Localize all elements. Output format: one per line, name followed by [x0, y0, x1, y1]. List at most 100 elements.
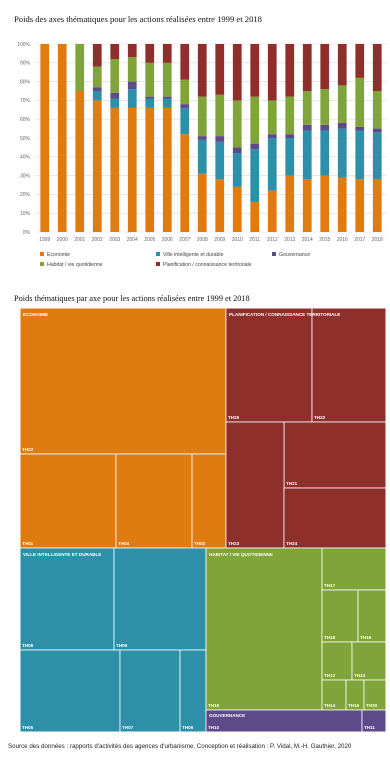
- legend-label: Ville intelligente et durable: [163, 252, 224, 258]
- treemap-cell-label: TH05: [22, 725, 34, 730]
- bar-segment: [267, 138, 277, 191]
- treemap-cell: [225, 421, 285, 549]
- legend-label: Gouvernance: [279, 252, 310, 258]
- x-tick-label: 2009: [214, 237, 225, 243]
- treemap-cell-label: TH11: [364, 725, 375, 730]
- bar-segment: [250, 201, 260, 232]
- bar-segment: [267, 44, 277, 101]
- bar-segment: [355, 77, 365, 127]
- bar-segment: [57, 44, 67, 232]
- treemap-cell: [113, 547, 207, 651]
- treemap-cell-label: TH01: [22, 541, 34, 546]
- bar-segment: [285, 44, 295, 97]
- treemap-cell: [311, 307, 387, 423]
- treemap-cell-label: TH04: [118, 541, 130, 546]
- bar-segment: [180, 134, 190, 232]
- y-tick-label: 10%: [20, 211, 31, 217]
- source-note: Source des données : rapports d'activité…: [8, 743, 352, 750]
- x-tick-label: 2002: [92, 237, 103, 243]
- bar-chart-title: Poids des axes thématiques pour les acti…: [14, 14, 262, 24]
- bar-segment: [267, 134, 277, 138]
- x-tick-label: 2015: [319, 237, 330, 243]
- bar-segment: [110, 107, 120, 232]
- bar-segment: [162, 107, 172, 232]
- treemap-cell: [351, 641, 387, 681]
- treemap-cell-label: TH20: [366, 703, 378, 708]
- bar-segment: [215, 179, 225, 232]
- treemap-cell: [19, 307, 227, 455]
- x-tick-label: 2000: [57, 237, 68, 243]
- bar-segment: [250, 149, 260, 202]
- bar-segment: [145, 62, 155, 97]
- bar-segment: [232, 44, 242, 101]
- bar-segment: [250, 96, 260, 144]
- stacked-bar-chart: 0% 10% 20% 30% 40% 50% 60% 70% 80% 90% 100% 1999 200…: [17, 42, 386, 268]
- treemap-cell-label: TH25: [228, 415, 240, 420]
- bar-segment: [180, 104, 190, 108]
- bar-segment: [127, 107, 137, 232]
- y-tick-label: 20%: [20, 192, 31, 198]
- treemap-cell-label: TH23: [228, 541, 240, 546]
- x-tick-label: 2013: [284, 237, 295, 243]
- treemap-cell-label: TH07: [122, 725, 134, 730]
- bar-segment: [285, 134, 295, 138]
- bar-segment: [162, 44, 172, 63]
- x-tick-label: 2005: [144, 237, 155, 243]
- treemap-cell: [321, 679, 347, 711]
- treemap-group-label: HABITAT / VIE QUOTIDIENNE: [209, 552, 273, 557]
- bar-segment: [232, 153, 242, 187]
- treemap-cell-label: TH03: [194, 541, 206, 546]
- bar-segment: [285, 96, 295, 135]
- bar-segment: [127, 44, 137, 58]
- bar-segment: [267, 190, 277, 232]
- bar-segment: [145, 107, 155, 232]
- treemap-group-label: VILLE INTELLIGENTE ET DURABLE: [23, 552, 101, 557]
- treemap-cell-label: TH22: [314, 415, 326, 420]
- bar-segment: [320, 44, 330, 90]
- y-tick-label: 80%: [20, 79, 31, 85]
- x-tick-label: 2018: [372, 237, 383, 243]
- legend-label: Habitat / vie quotidienne: [47, 262, 103, 268]
- treemap-cell: [283, 487, 387, 549]
- treemap-group-label: ECONOMIE: [23, 312, 48, 317]
- y-tick-label: 50%: [20, 136, 31, 142]
- legend-swatch: [272, 252, 276, 256]
- bar-segment: [372, 44, 382, 91]
- treemap-cell: [205, 547, 323, 711]
- bar-segment: [197, 139, 207, 174]
- x-tick-label: 2008: [197, 237, 208, 243]
- treemap-cell: [19, 453, 117, 549]
- treemap-cell-label: TH09: [116, 643, 128, 648]
- treemap-cell: [19, 649, 121, 733]
- bar-segment: [355, 179, 365, 232]
- bar-segment: [162, 96, 172, 99]
- bar-segment: [250, 143, 260, 150]
- treemap-cell: [119, 649, 181, 733]
- x-tick-label: 2016: [337, 237, 348, 243]
- treemap-cell: [191, 453, 227, 549]
- bar-segment: [110, 44, 120, 60]
- bar-segment: [320, 124, 330, 131]
- bar-segment: [337, 177, 347, 232]
- legend-swatch: [156, 262, 160, 266]
- y-tick-label: 0%: [23, 230, 31, 236]
- bar-segment: [110, 98, 120, 108]
- bar-segment: [355, 126, 365, 131]
- bar-segment: [355, 44, 365, 78]
- bar-segment: [92, 87, 102, 91]
- bar-segment: [372, 128, 382, 133]
- bar-segment: [145, 98, 155, 108]
- legend-label: Planification / connaissance territorial…: [163, 262, 252, 268]
- bar-segment: [285, 175, 295, 232]
- bar-segment: [355, 130, 365, 180]
- bar-segment: [320, 89, 330, 125]
- bar-segment: [75, 44, 85, 91]
- legend-swatch: [40, 252, 44, 256]
- x-tick-label: 2017: [354, 237, 365, 243]
- legend-swatch: [156, 252, 160, 256]
- treemap-cell: [283, 421, 387, 489]
- treemap-cell: [321, 547, 387, 591]
- bar-segment: [92, 66, 102, 88]
